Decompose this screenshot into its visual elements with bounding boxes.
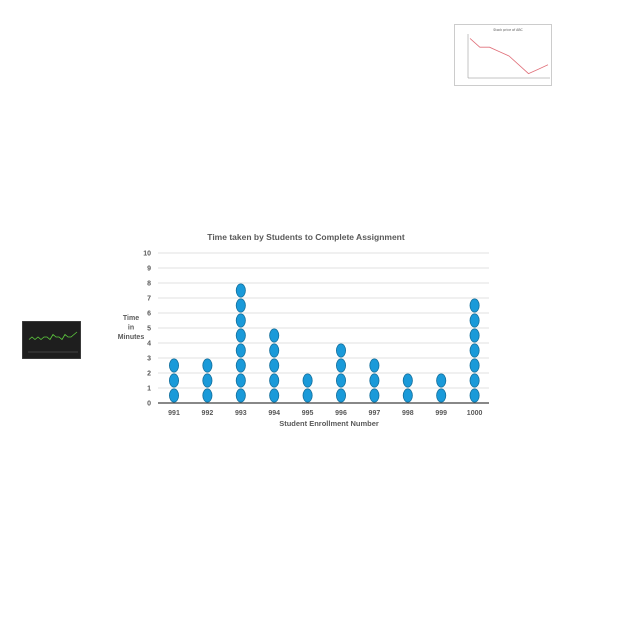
dark-line-chart-thumbnail bbox=[22, 321, 81, 359]
x-tick-label: 996 bbox=[335, 410, 347, 417]
dot-mark bbox=[335, 373, 346, 388]
dot-mark bbox=[469, 373, 480, 388]
dot-mark bbox=[302, 373, 313, 388]
dot-mark bbox=[335, 388, 346, 403]
dot-mark bbox=[269, 373, 280, 388]
dot-mark bbox=[235, 313, 246, 328]
y-tick-label: 9 bbox=[147, 266, 151, 273]
x-tick-label: 999 bbox=[435, 410, 447, 417]
x-tick-label: 998 bbox=[402, 410, 414, 417]
x-tick-label: 994 bbox=[268, 410, 280, 417]
dot-mark bbox=[335, 358, 346, 373]
y-tick-label: 5 bbox=[147, 326, 151, 333]
dot-mark bbox=[469, 343, 480, 358]
y-tick-label: 3 bbox=[147, 356, 151, 363]
y-axis-label-line: Minutes bbox=[118, 334, 145, 341]
x-tick-label: 992 bbox=[202, 410, 214, 417]
dot-mark bbox=[436, 388, 447, 403]
dot-mark bbox=[235, 358, 246, 373]
thumbnail-series-line bbox=[469, 38, 549, 75]
y-tick-label: 7 bbox=[147, 296, 151, 303]
y-tick-label: 0 bbox=[147, 401, 151, 408]
x-tick-label: 993 bbox=[235, 410, 247, 417]
dot-mark bbox=[369, 388, 380, 403]
x-tick-label: 995 bbox=[302, 410, 314, 417]
y-axis-label-line: in bbox=[128, 325, 134, 332]
dot-mark bbox=[335, 343, 346, 358]
x-axis-ticks: 991 992 993 994 995 996 997 998 999 1000 bbox=[168, 410, 482, 417]
grid-lines bbox=[158, 252, 489, 389]
y-tick-label: 10 bbox=[143, 251, 151, 258]
dot-mark bbox=[436, 373, 447, 388]
x-tick-label: 1000 bbox=[467, 410, 483, 417]
dot-mark bbox=[469, 358, 480, 373]
thumbnail-frame bbox=[454, 24, 552, 86]
thumbnail-background bbox=[22, 321, 81, 359]
y-tick-label: 8 bbox=[147, 281, 151, 288]
dot-mark bbox=[469, 328, 480, 343]
thumbnail-title: Stock price of ABC bbox=[493, 28, 523, 32]
dot-mark bbox=[235, 373, 246, 388]
dot-mark bbox=[269, 358, 280, 373]
x-axis-label: Student Enrollment Number bbox=[279, 419, 379, 428]
dot-mark bbox=[269, 388, 280, 403]
thumbnail-series-line bbox=[28, 331, 78, 341]
dot-mark bbox=[168, 388, 179, 403]
y-tick-label: 1 bbox=[147, 386, 151, 393]
dot-mark bbox=[369, 373, 380, 388]
x-tick-label: 997 bbox=[369, 410, 381, 417]
dot-mark bbox=[402, 373, 413, 388]
dot-mark bbox=[269, 328, 280, 343]
y-tick-label: 2 bbox=[147, 371, 151, 378]
chart-title: Time taken by Students to Complete Assig… bbox=[207, 232, 405, 242]
y-axis-ticks: 0 1 2 3 4 5 6 7 8 9 10 bbox=[143, 251, 151, 408]
y-tick-label: 6 bbox=[147, 311, 151, 318]
y-axis-label-line: Time bbox=[123, 315, 139, 322]
dot-mark bbox=[235, 388, 246, 403]
dot-mark bbox=[235, 283, 246, 298]
dot-mark bbox=[168, 358, 179, 373]
dot-mark bbox=[402, 388, 413, 403]
dot-mark bbox=[168, 373, 179, 388]
dot-mark bbox=[269, 343, 280, 358]
dot-mark bbox=[469, 388, 480, 403]
stock-line-chart-thumbnail: Stock price of ABC bbox=[454, 24, 552, 86]
dot-mark bbox=[369, 358, 380, 373]
dot-mark bbox=[202, 358, 213, 373]
dot-mark bbox=[235, 343, 246, 358]
dot-mark bbox=[469, 298, 480, 313]
dot-mark bbox=[235, 328, 246, 343]
dot-mark bbox=[469, 313, 480, 328]
dot-mark bbox=[302, 388, 313, 403]
dot-mark bbox=[235, 298, 246, 313]
dot-marks bbox=[168, 283, 480, 403]
y-axis-label: Time in Minutes bbox=[118, 315, 145, 341]
dot-mark bbox=[202, 388, 213, 403]
x-tick-label: 991 bbox=[168, 410, 180, 417]
dot-mark bbox=[202, 373, 213, 388]
y-tick-label: 4 bbox=[147, 341, 151, 348]
